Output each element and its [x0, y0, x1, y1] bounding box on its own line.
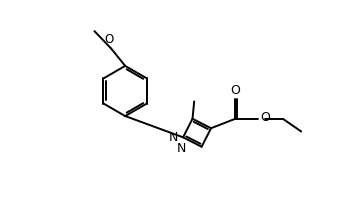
Text: O: O	[260, 111, 270, 124]
Text: N: N	[177, 142, 187, 155]
Text: O: O	[230, 84, 240, 97]
Text: N: N	[169, 131, 178, 144]
Text: O: O	[104, 33, 114, 46]
